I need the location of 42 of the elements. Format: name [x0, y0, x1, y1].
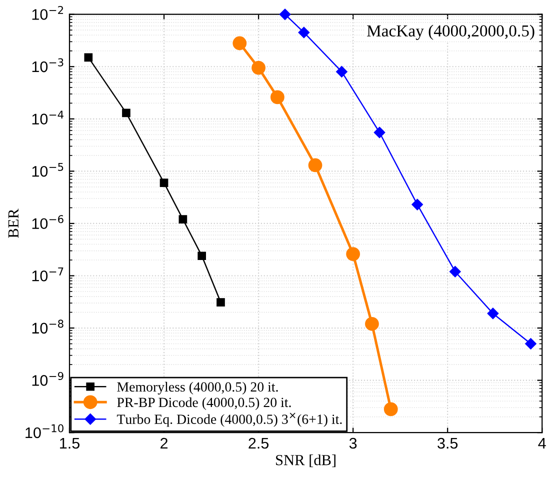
x-tick-label: 4 [538, 438, 546, 449]
legend-label: PR-BP Dicode (4000,0.5) 20 it. [117, 397, 291, 410]
point [487, 308, 499, 320]
point [252, 60, 266, 75]
point [216, 298, 225, 307]
annotation: MacKay (4000,2000,0.5) [367, 24, 534, 40]
point [232, 36, 247, 50]
point [412, 198, 423, 210]
point [84, 53, 93, 62]
y-tick-label: 10$^{−5}$ [32, 162, 64, 177]
point [365, 316, 379, 331]
point [198, 252, 206, 260]
point [374, 126, 386, 138]
point [298, 26, 310, 38]
point [525, 338, 536, 350]
legend-label: Memoryless (4000,0.5) 20 it. [117, 382, 278, 394]
x-tick-label: 1.5 [60, 438, 80, 449]
x-axis-title: SNR [dB] [276, 454, 336, 468]
y-tick-label: 10$^{−4}$ [32, 110, 64, 124]
y-tick-label: 10$^{−7}$ [32, 268, 64, 282]
x-tick-label: 3.5 [438, 438, 458, 449]
point [384, 402, 398, 416]
y-tick-label: 10$^{−3}$ [32, 58, 64, 72]
y-tick-label: 10$^{−10}$ [26, 424, 64, 438]
point [346, 247, 360, 261]
point [160, 178, 168, 187]
x-tick-label: 2 [160, 438, 168, 449]
point [279, 8, 291, 20]
point [450, 266, 461, 278]
y-tick-label: 10$^{−2}$ [32, 6, 64, 20]
y-tick-label: 10$^{−6}$ [32, 215, 64, 230]
y-tick-label: 10$^{−8}$ [32, 320, 64, 334]
point [178, 215, 188, 224]
x-tick-label: 3 [349, 438, 357, 449]
point [336, 66, 348, 78]
y-axis-title: BER [8, 208, 18, 238]
point [308, 158, 322, 172]
y-tick-label: 10$^{−9}$ [32, 372, 64, 386]
x-tick-label: 2.5 [248, 438, 269, 449]
point [270, 90, 284, 104]
legend-label: Turbo Eq. Dicode (4000,0.5) 3$^{×}$(6+1) it. [116, 412, 342, 427]
point [122, 108, 130, 118]
